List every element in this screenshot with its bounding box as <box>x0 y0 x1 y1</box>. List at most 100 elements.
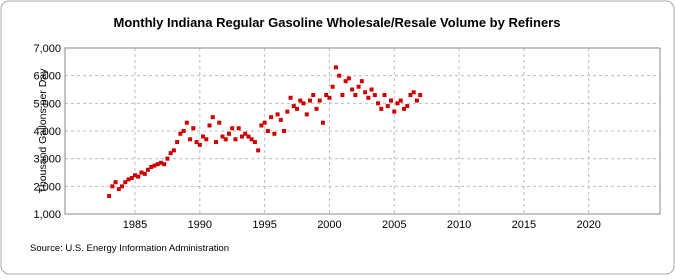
point <box>165 156 170 161</box>
x-tick-label: 2020 <box>576 219 600 231</box>
point <box>411 90 416 95</box>
point <box>239 134 244 139</box>
point <box>382 93 387 98</box>
point <box>350 87 355 92</box>
point <box>372 93 377 98</box>
point <box>171 148 176 153</box>
point <box>197 142 202 147</box>
point <box>162 162 167 167</box>
point <box>223 137 228 142</box>
point <box>304 112 309 117</box>
point <box>246 134 251 139</box>
point <box>314 106 319 111</box>
y-tick-label: 3,000 <box>33 154 61 166</box>
point <box>207 123 212 128</box>
point <box>220 134 225 139</box>
point <box>243 131 248 136</box>
point <box>175 140 180 145</box>
y-tick-label: 6,000 <box>33 71 61 83</box>
point <box>204 137 209 142</box>
point <box>236 126 241 131</box>
point <box>346 76 351 81</box>
point <box>340 93 345 98</box>
point <box>295 106 300 111</box>
point <box>398 98 403 103</box>
y-tick-label: 1,000 <box>33 209 61 221</box>
point <box>317 98 322 103</box>
point <box>392 109 397 114</box>
y-tick-label: 4,000 <box>33 126 61 138</box>
point <box>110 184 115 189</box>
point <box>414 98 419 103</box>
point <box>152 163 157 168</box>
point <box>324 93 329 98</box>
point <box>285 109 290 114</box>
point <box>233 137 238 142</box>
point <box>320 120 325 125</box>
point <box>120 184 125 189</box>
point <box>155 162 160 167</box>
point <box>252 140 257 145</box>
point <box>136 174 141 179</box>
plot-area <box>64 47 661 215</box>
point <box>311 93 316 98</box>
point <box>272 131 277 136</box>
point <box>405 104 410 109</box>
point <box>356 84 361 89</box>
point <box>123 180 128 185</box>
point <box>217 120 222 125</box>
point <box>214 140 219 145</box>
point <box>142 171 147 176</box>
point <box>333 65 338 70</box>
point <box>343 79 348 84</box>
y-axis-label: Thousand Gallons per Day <box>37 68 49 194</box>
x-tick-label: 1985 <box>123 219 147 231</box>
point <box>278 117 283 122</box>
point <box>249 137 254 142</box>
point <box>408 93 413 98</box>
y-tick-label: 2,000 <box>33 181 61 193</box>
point <box>184 120 189 125</box>
point <box>298 98 303 103</box>
chart-title: Monthly Indiana Regular Gasoline Wholesa… <box>114 15 561 30</box>
point <box>256 148 261 153</box>
point <box>181 129 186 133</box>
point <box>230 126 235 131</box>
x-tick-label: 2015 <box>512 219 536 231</box>
point <box>288 95 293 100</box>
point <box>330 84 335 89</box>
point <box>359 79 364 84</box>
point <box>301 101 306 106</box>
point <box>194 140 199 145</box>
point <box>133 173 137 178</box>
point <box>262 120 267 125</box>
point <box>366 95 371 100</box>
source-note: Source: U.S. Energy Information Administ… <box>30 243 229 254</box>
point <box>188 137 193 142</box>
point <box>269 115 274 120</box>
point <box>401 106 406 111</box>
point <box>369 87 374 92</box>
point <box>168 151 173 156</box>
point <box>201 134 206 139</box>
point <box>265 129 270 133</box>
point <box>129 176 134 181</box>
point <box>191 126 196 131</box>
point <box>126 177 131 182</box>
y-tick-label: 7,000 <box>33 43 61 55</box>
x-tick-label: 1990 <box>188 219 212 231</box>
point <box>149 164 154 169</box>
point <box>291 104 296 109</box>
point <box>139 170 144 175</box>
x-tick-label: 1995 <box>252 219 276 231</box>
point <box>363 90 368 95</box>
point <box>226 131 231 136</box>
point <box>385 104 390 109</box>
y-tick-label: 5,000 <box>33 98 61 110</box>
point <box>178 131 183 136</box>
point <box>395 101 400 106</box>
point <box>145 167 150 172</box>
point <box>418 93 423 98</box>
